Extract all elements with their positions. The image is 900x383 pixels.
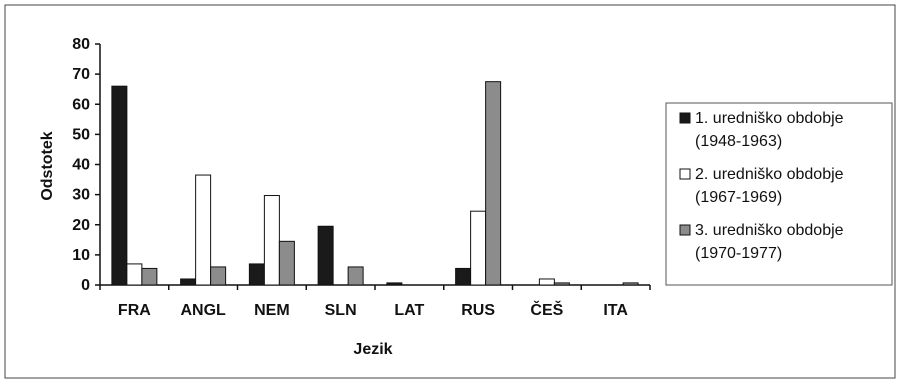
- y-tick-label: 70: [72, 66, 90, 83]
- legend-label: 1. uredniško obdobje: [695, 110, 844, 127]
- y-axis: 0 10 20 30 40 50 60 70 80: [72, 36, 101, 294]
- legend-swatch: [679, 224, 691, 236]
- y-tick-label: 20: [72, 217, 90, 234]
- y-tick-label: 10: [72, 247, 90, 264]
- y-tick-label: 80: [72, 36, 90, 53]
- y-tick-label: 0: [81, 277, 90, 294]
- bar-fra-series-3: [141, 267, 158, 286]
- bar-sln-series-3: [347, 266, 364, 286]
- bar-angl-series-3: [210, 266, 227, 286]
- bar-fra-series-1: [111, 85, 128, 286]
- y-axis-title: Odstotek: [39, 131, 56, 200]
- y-tick-label: 50: [72, 126, 90, 143]
- bar-rus-series-1: [455, 267, 472, 286]
- legend-swatch: [679, 168, 691, 180]
- bar-sln-series-1: [317, 225, 334, 286]
- bar-nem-series-1: [248, 263, 265, 286]
- bars: [111, 81, 639, 286]
- legend-label: (1948-1963): [695, 133, 782, 150]
- x-tick-label: NEM: [254, 302, 290, 319]
- bar-angl-series-2: [195, 174, 212, 286]
- bar-angl-series-1: [180, 278, 197, 286]
- y-tick-label: 40: [72, 157, 90, 174]
- bar-rus-series-3: [485, 81, 502, 286]
- bar-nem-series-3: [278, 240, 295, 286]
- x-tick-label: ČEŠ: [530, 300, 563, 319]
- bar-ita-series-3: [622, 282, 639, 286]
- x-tick-label: SLN: [325, 302, 357, 319]
- bar-rus-series-2: [470, 210, 487, 286]
- legend-box: [665, 102, 893, 286]
- legend-label: (1967-1969): [695, 189, 782, 206]
- x-axis-title: Jezik: [353, 341, 392, 358]
- x-tick-label: FRA: [118, 302, 151, 319]
- bar-fra-series-2: [126, 263, 143, 286]
- bar-nem-series-2: [263, 195, 280, 286]
- x-tick-label: ITA: [603, 302, 628, 319]
- x-tick-label: ANGL: [180, 302, 226, 319]
- x-tick-label: LAT: [394, 302, 424, 319]
- bar-češ-series-3: [553, 282, 570, 286]
- y-tick-label: 30: [72, 187, 90, 204]
- legend: 1. uredniško obdobje (1948-1963) 2. uredni…: [665, 102, 893, 286]
- bar-lat-series-1: [386, 282, 403, 286]
- legend-label: 2. uredniško obdobje: [695, 166, 844, 183]
- x-axis: FRA ANGL NEM SLN LAT RUS ČEŠ ITA: [99, 284, 651, 319]
- legend-label: 3. uredniško obdobje: [695, 222, 844, 239]
- chart-border: [4, 4, 896, 379]
- legend-label: (1970-1977): [695, 245, 782, 262]
- legend-swatch: [679, 112, 691, 124]
- x-tick-label: RUS: [461, 302, 495, 319]
- bar-češ-series-2: [538, 278, 555, 286]
- y-tick-label: 60: [72, 96, 90, 113]
